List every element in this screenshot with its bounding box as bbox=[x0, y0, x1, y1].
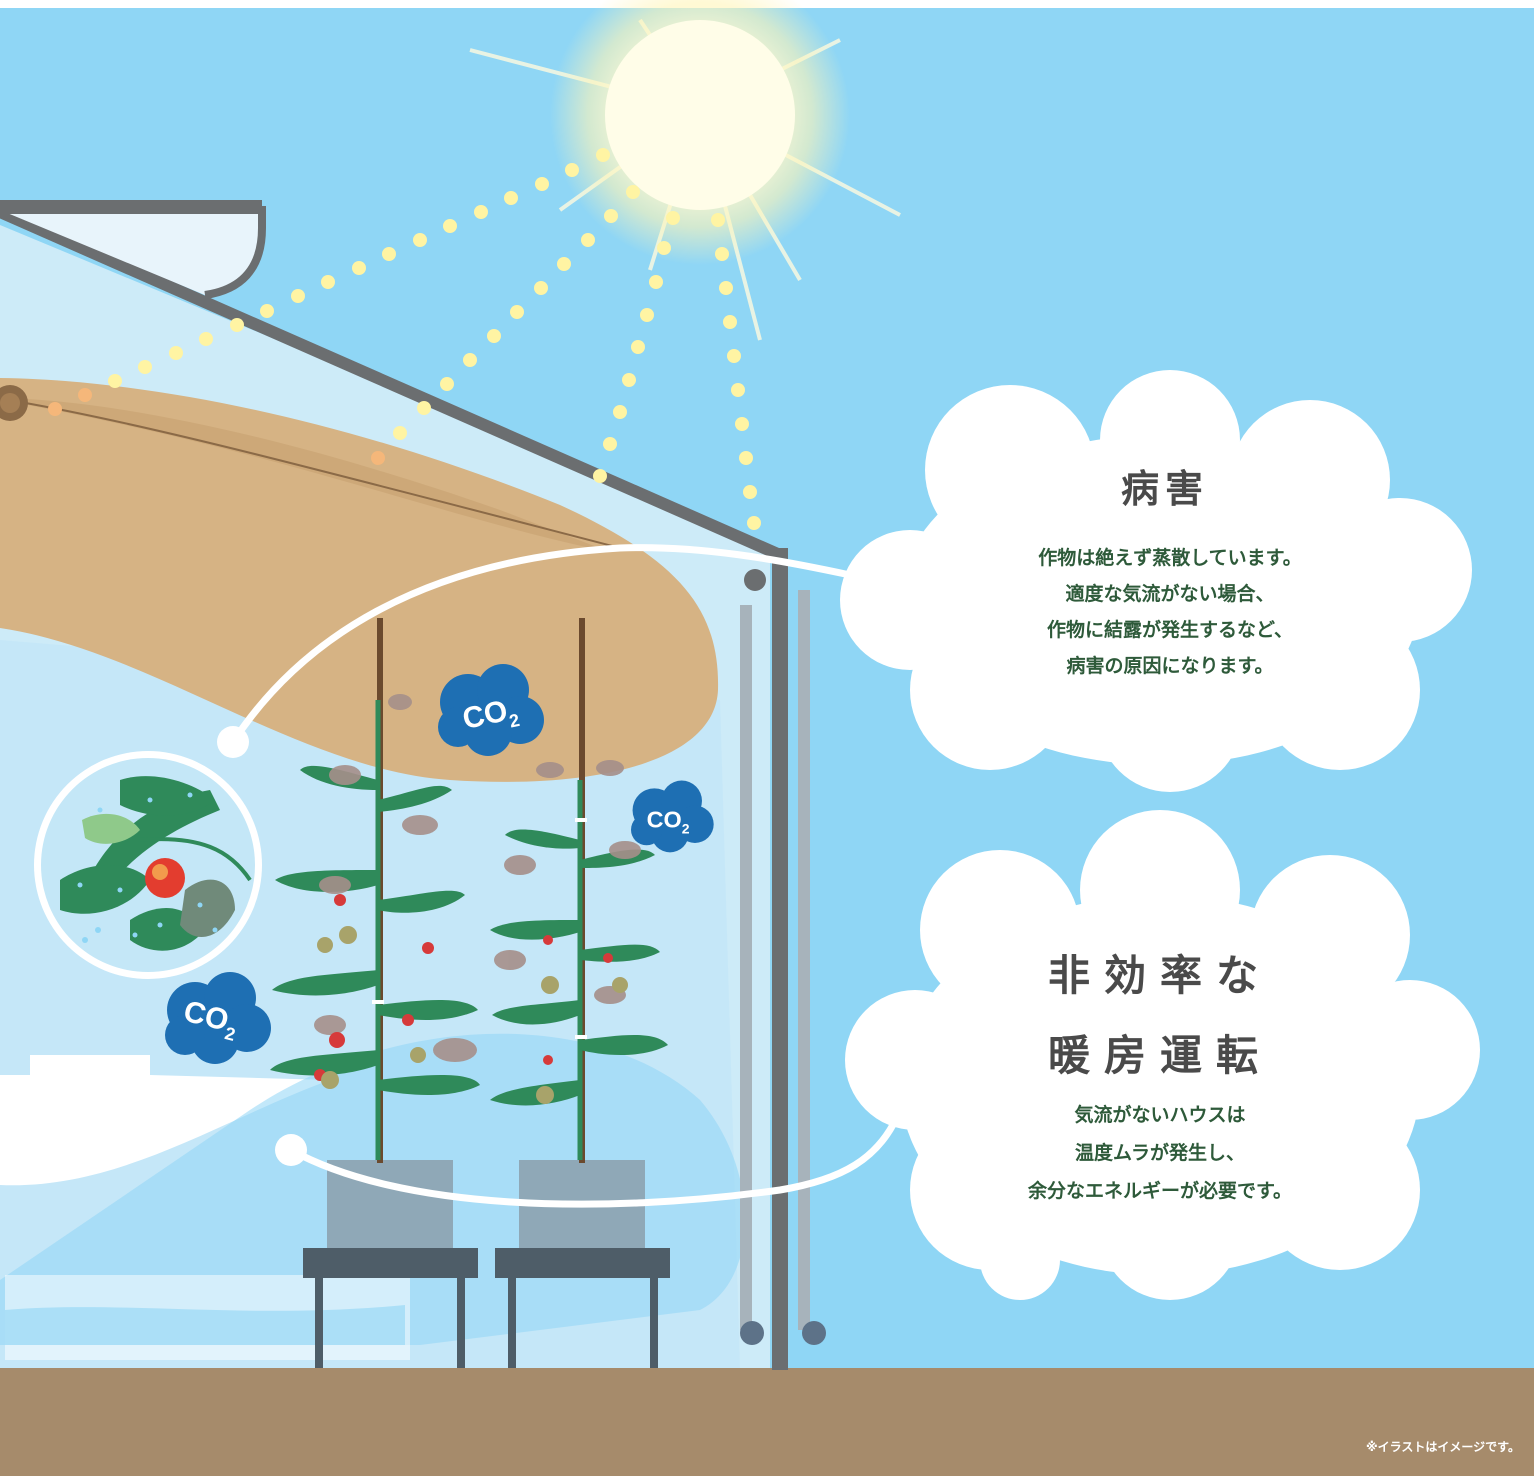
heating-title-line: 非効率な bbox=[1047, 951, 1272, 1000]
callout-cloud-heating bbox=[845, 810, 1480, 1300]
wall-post bbox=[772, 548, 788, 1370]
heating-line: 温度ムラが発生し、 bbox=[1074, 1142, 1246, 1164]
heating-description: 気流がないハウスは 温度ムラが発生し、 余分なエネルギーが必要です。 bbox=[960, 1096, 1360, 1210]
cold-air-zone bbox=[0, 1055, 330, 1186]
footnote: ※イラストはイメージです。 bbox=[1366, 1440, 1520, 1454]
co2-label: CO2 bbox=[647, 806, 690, 836]
callout-connector-disease bbox=[230, 544, 851, 744]
co2-cloud: CO2 bbox=[165, 972, 271, 1064]
disease-line: 作物は絶えず蒸散しています。 bbox=[1038, 547, 1302, 569]
roof-frame bbox=[0, 206, 783, 561]
magnified-leaf-view bbox=[34, 751, 262, 979]
sunlight-dots bbox=[108, 148, 761, 530]
callout-connector-heating bbox=[289, 1108, 904, 1208]
disease-line: 病害の原因になります。 bbox=[1066, 655, 1274, 677]
ground bbox=[0, 1368, 1534, 1476]
disease-line: 作物に結露が発生するなど、 bbox=[1046, 619, 1294, 641]
heating-line: 余分なエネルギーが必要です。 bbox=[1027, 1180, 1293, 1202]
disease-description: 作物は絶えず蒸散しています。 適度な気流がない場合、 作物に結露が発生するなど、… bbox=[960, 540, 1380, 684]
callout-cloud-disease bbox=[840, 370, 1472, 792]
heating-line: 気流がないハウスは bbox=[1074, 1104, 1246, 1126]
co2-cloud: CO2 bbox=[438, 664, 544, 756]
heating-title-line: 暖房運転 bbox=[1047, 1031, 1272, 1080]
disease-line: 適度な気流がない場合、 bbox=[1065, 583, 1275, 605]
humid-air-zone bbox=[0, 378, 719, 782]
co2-cloud: CO2 bbox=[631, 780, 714, 853]
tomato-plant bbox=[270, 618, 480, 1163]
heating-title: 非効率な 暖房運転 bbox=[1000, 936, 1320, 1096]
tomato-plant bbox=[490, 618, 668, 1163]
disease-title: 病害 bbox=[1120, 467, 1209, 511]
